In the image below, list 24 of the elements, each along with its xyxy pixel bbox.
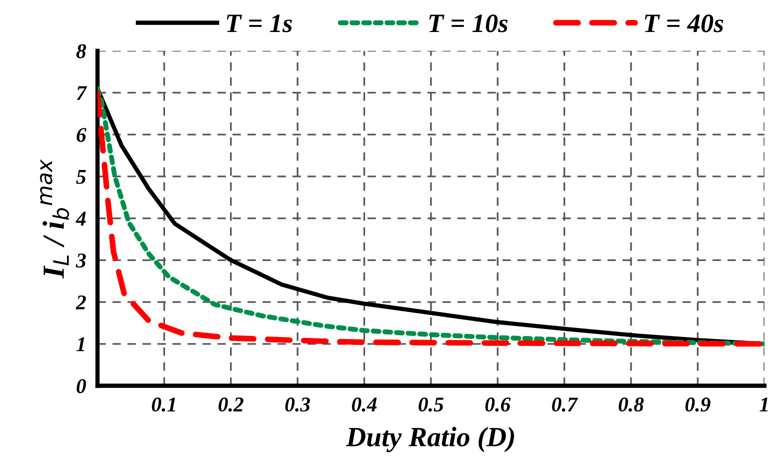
y-tick-label: 3 (76, 254, 86, 268)
y-tick-label: 8 (76, 44, 86, 58)
x-tick-label: 0.8 (618, 397, 644, 412)
y-tick-label: 0 (76, 379, 86, 394)
y-axis-title: I$_{L}$ / i$_{b}$$^{max}$ (40, 159, 70, 278)
legend-label: T = 10s (429, 14, 508, 32)
x-tick-label: 0.3 (285, 397, 310, 412)
x-tick-label: 0.9 (685, 397, 710, 412)
legend-label: T = 40s (644, 14, 724, 32)
y-tick-label: 1 (76, 337, 84, 352)
x-tick-label: 0.2 (218, 397, 244, 412)
x-tick-label: 0.6 (485, 397, 511, 412)
x-axis-title: Duty Ratio (D) (346, 426, 514, 452)
x-tick-label: 1 (760, 398, 768, 412)
x-tick-label: 0.5 (418, 397, 444, 412)
legend-label: T = 1s (226, 14, 292, 32)
y-tick-label: 6 (76, 128, 86, 142)
y-tick-label: 7 (76, 86, 88, 100)
x-tick-label: 0.4 (352, 397, 377, 412)
y-tick-label: 5 (76, 170, 86, 184)
x-tick-label: 0.1 (152, 397, 176, 412)
y-tick-label: 2 (76, 295, 86, 310)
y-tick-label: 4 (76, 212, 86, 226)
x-tick-label: 0.7 (552, 397, 578, 412)
